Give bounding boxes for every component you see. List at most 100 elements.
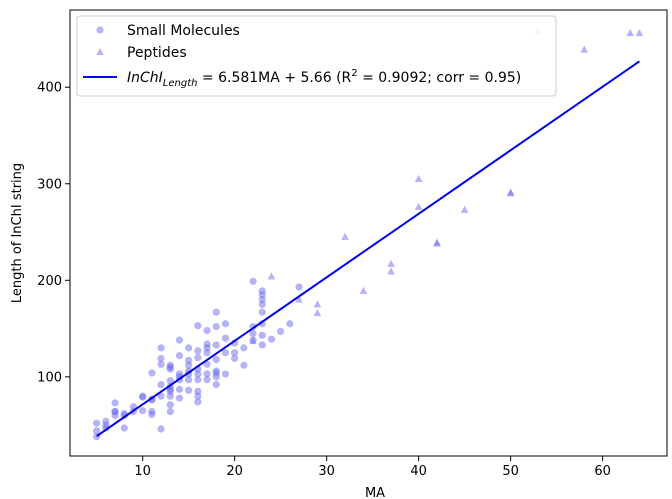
small-molecule-point	[185, 344, 193, 352]
peptide-point	[267, 272, 276, 280]
small-molecule-point	[203, 360, 211, 368]
small-molecule-point	[240, 344, 248, 352]
peptide-point	[387, 267, 395, 275]
small-molecule-point	[212, 355, 220, 364]
y-tick-label: 300	[37, 177, 62, 192]
small-molecule-point	[212, 380, 220, 389]
small-molecule-point	[157, 425, 165, 433]
peptide-point	[433, 239, 441, 247]
small-molecule-point	[203, 376, 211, 384]
peptide-point	[387, 259, 395, 267]
small-molecule-point	[111, 399, 119, 407]
small-molecule-point	[93, 427, 101, 435]
y-axis-ticks: 100 200 300 400	[37, 81, 70, 385]
fit-label-main: InChI	[127, 70, 163, 86]
small-molecule-point	[203, 326, 211, 335]
small-molecule-point	[231, 349, 239, 357]
small-molecule-point	[194, 398, 202, 406]
x-axis-label: MA	[365, 486, 385, 499]
small-molecule-point	[157, 344, 165, 352]
small-molecule-point	[212, 323, 220, 331]
small-molecule-point	[258, 331, 266, 339]
y-tick-label: 100	[37, 370, 62, 385]
small-molecule-point	[221, 334, 230, 342]
small-molecule-point	[295, 283, 303, 291]
fit-label-end: = 0.9092; corr = 0.95)	[358, 70, 522, 86]
legend-marker-small-molecules	[96, 26, 104, 34]
small-molecule-point	[148, 407, 156, 416]
fit-layer	[96, 60, 640, 437]
legend-label-peptides: Peptides	[127, 45, 187, 61]
small-molecule-point	[221, 320, 230, 328]
small-molecule-point	[166, 377, 174, 385]
small-molecule-point	[203, 370, 211, 378]
small-molecule-point	[249, 329, 257, 337]
small-molecule-point	[93, 419, 101, 427]
small-molecule-point	[148, 369, 156, 377]
small-molecule-point	[258, 341, 266, 349]
small-molecule-point	[157, 380, 165, 389]
small-molecule-point	[102, 417, 110, 425]
y-tick-label: 400	[37, 81, 62, 96]
small-molecule-point	[194, 322, 202, 330]
fit-label-sub: Length	[163, 78, 198, 89]
legend-marker-peptides	[96, 48, 104, 55]
small-molecule-point	[212, 367, 220, 375]
small-molecule-point	[175, 370, 184, 378]
small-molecule-point	[194, 387, 202, 395]
x-tick-label: 50	[502, 464, 519, 479]
small-molecule-point	[175, 385, 184, 393]
y-tick-label: 200	[37, 274, 62, 289]
small-molecule-point	[203, 340, 211, 348]
small-molecule-point	[231, 354, 239, 363]
peptide-point	[295, 295, 303, 303]
legend: Small Molecules Peptides InChILength = 6…	[76, 15, 557, 97]
small-molecule-point	[139, 392, 147, 400]
small-molecule-point	[221, 370, 230, 378]
small-molecule-point	[111, 407, 119, 416]
small-molecule-point	[185, 376, 193, 384]
peptide-point	[313, 300, 322, 308]
y-axis-label: Length of InChI string	[10, 163, 25, 303]
small-molecule-point	[120, 424, 128, 432]
peptide-point	[580, 45, 589, 53]
small-molecule-point	[221, 349, 230, 357]
small-molecule-point	[249, 277, 257, 285]
small-molecule-point	[277, 327, 285, 336]
small-molecule-point	[258, 308, 266, 316]
small-molecule-point	[286, 320, 294, 328]
peptide-point	[506, 188, 515, 196]
small-molecule-point	[194, 353, 202, 362]
small-molecule-point	[175, 394, 184, 402]
small-molecule-point	[157, 360, 165, 368]
small-molecule-point	[258, 287, 266, 295]
peptide-point	[341, 232, 349, 240]
small-molecule-point	[139, 407, 147, 415]
fit-label-rest: = 6.581MA + 5.66 (R	[197, 70, 351, 86]
legend-label-small-molecules: Small Molecules	[127, 23, 240, 39]
small-molecule-point	[185, 386, 193, 394]
peptide-point	[460, 205, 469, 213]
peptide-point	[414, 174, 423, 182]
peptide-point	[249, 336, 257, 345]
x-tick-label: 20	[226, 464, 243, 479]
small-molecule-point	[185, 356, 193, 365]
small-molecule-point	[267, 335, 276, 343]
peptide-point	[359, 286, 368, 294]
small-molecule-point	[175, 352, 184, 360]
legend-box	[76, 15, 557, 97]
small-molecule-point	[194, 376, 202, 384]
fit-line	[96, 60, 640, 437]
small-molecule-point	[157, 392, 165, 400]
small-molecule-point	[175, 336, 184, 344]
small-molecule-point	[166, 401, 174, 409]
small-molecule-point	[240, 361, 248, 369]
x-tick-label: 10	[134, 464, 151, 479]
small-molecule-point	[194, 347, 202, 355]
x-axis-ticks: 10 20 30 40 50 60	[134, 456, 611, 479]
plot-frame	[69, 9, 668, 457]
peptide-point	[626, 28, 635, 37]
small-molecule-point	[212, 341, 220, 349]
peptide-point	[414, 202, 423, 210]
